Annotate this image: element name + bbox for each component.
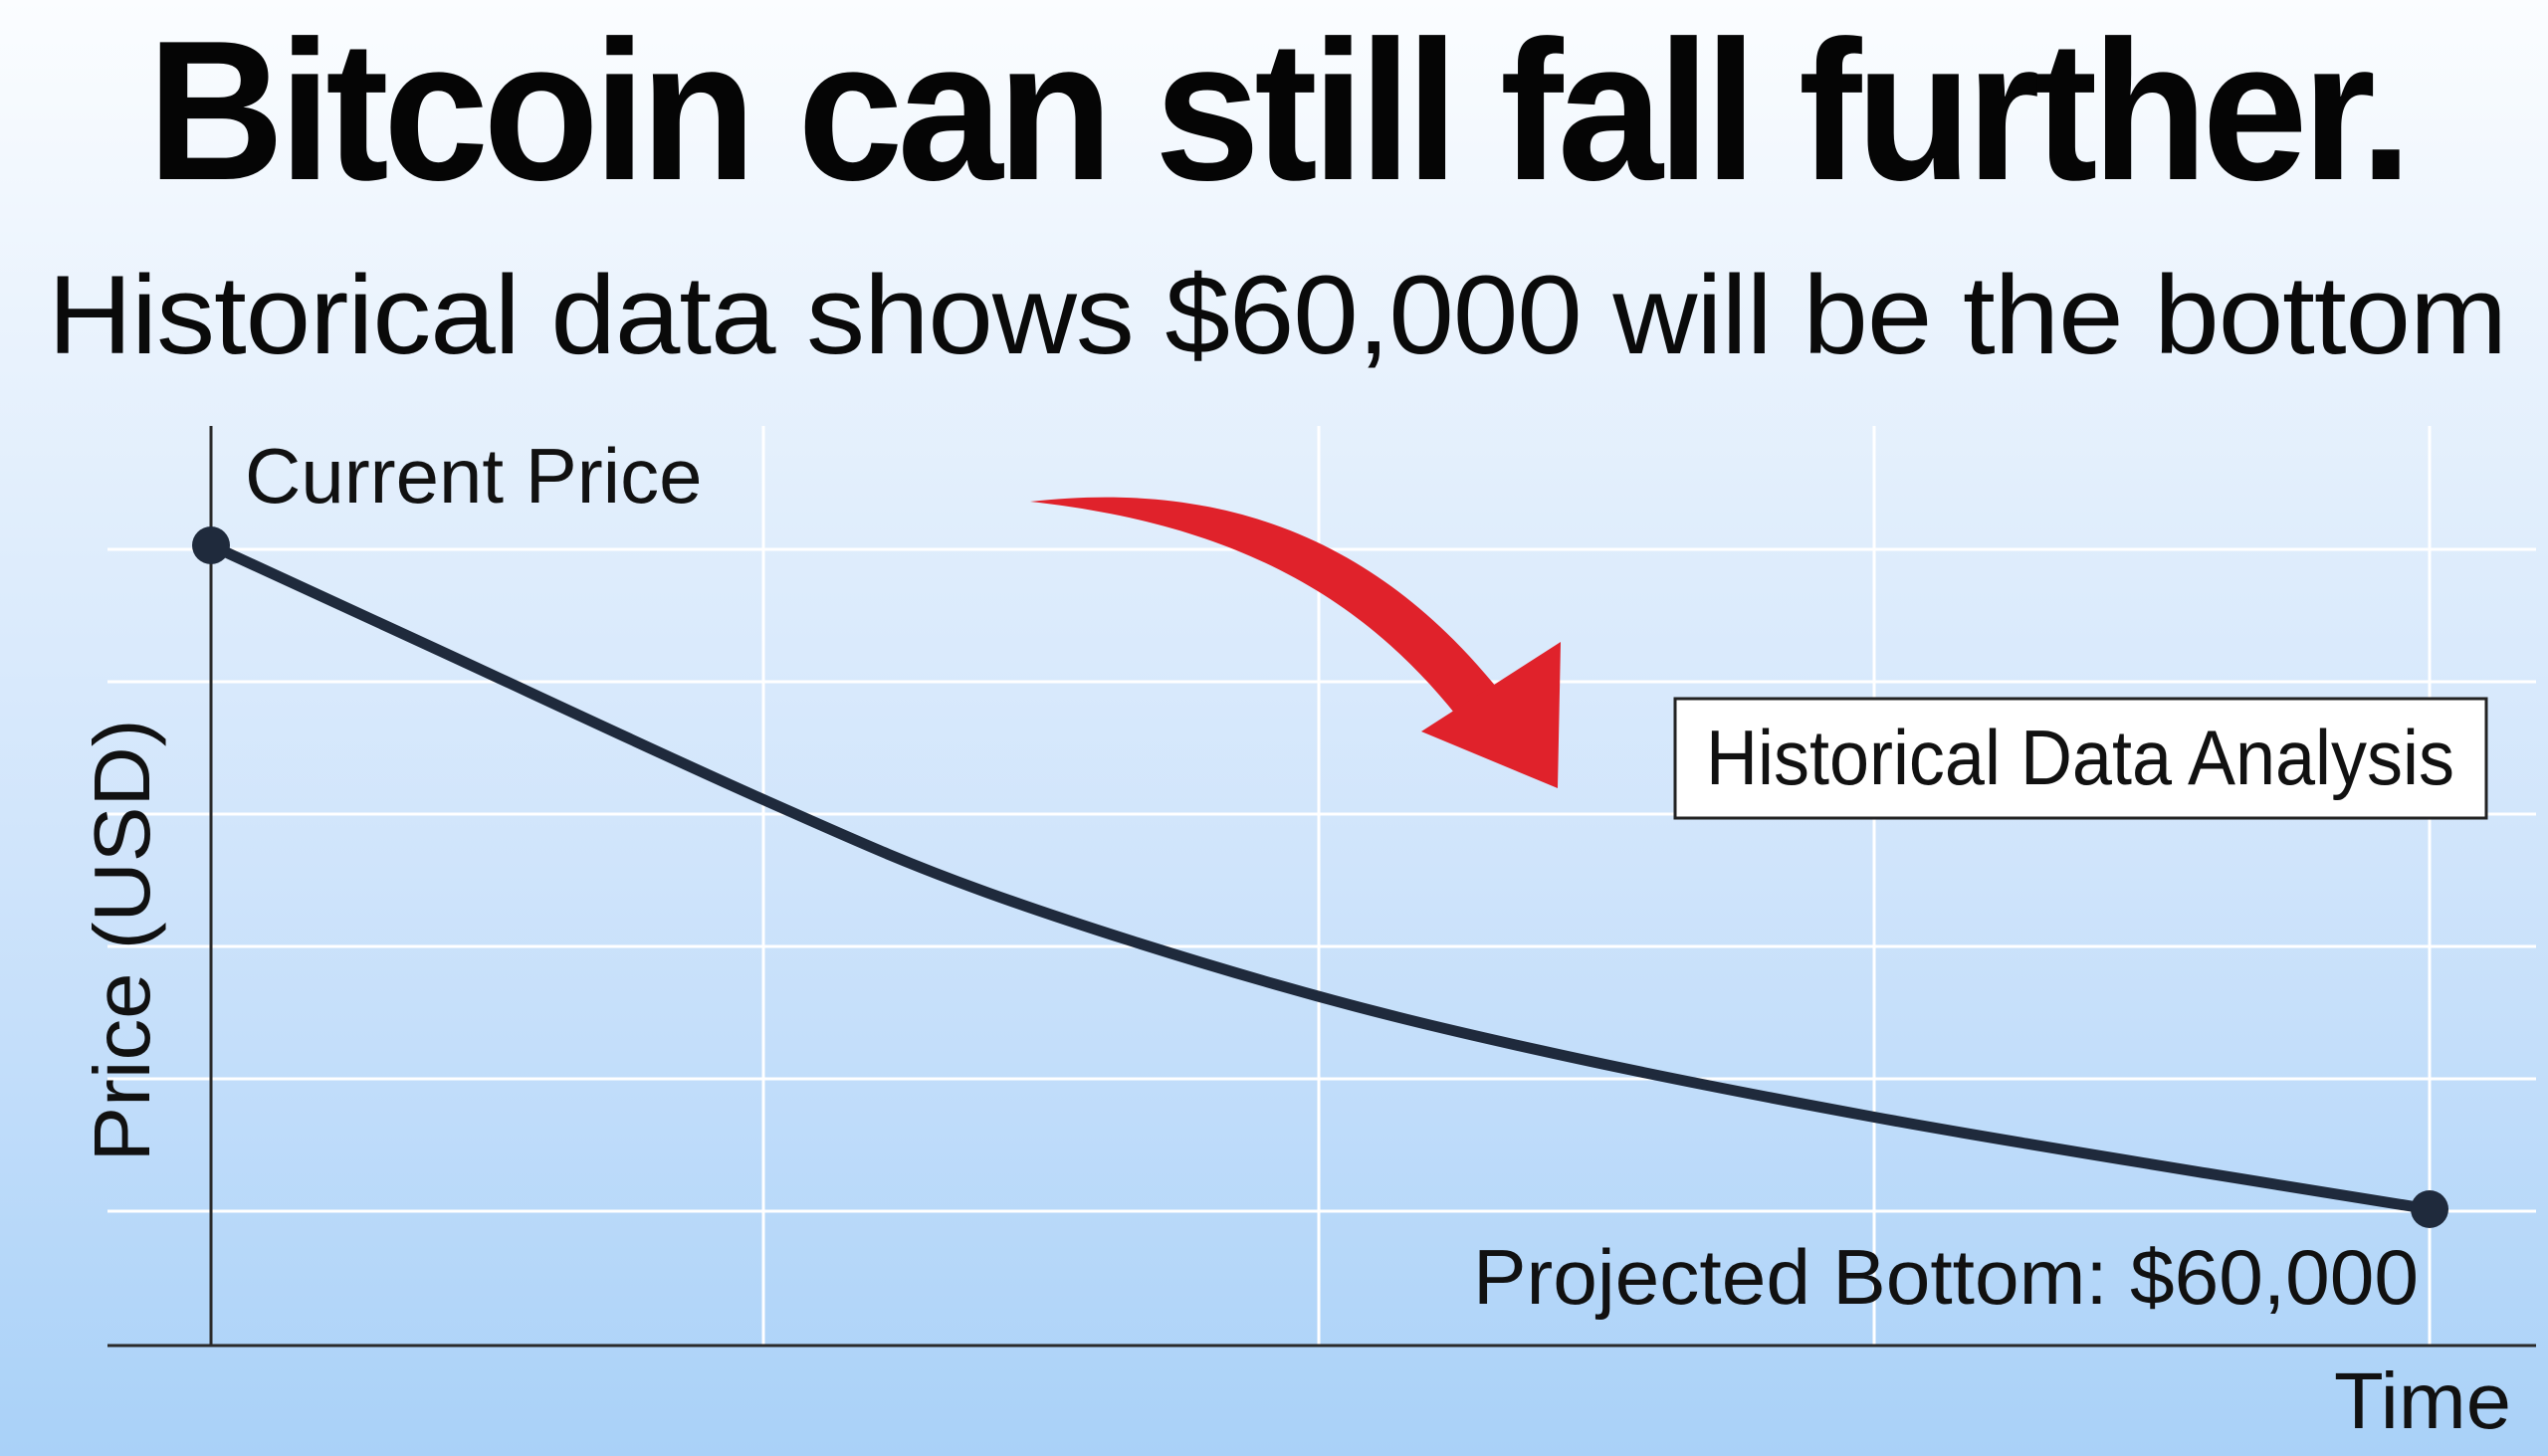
red-arrow-head — [1421, 642, 1561, 788]
end-point-label: Projected Bottom: $60,000 — [1473, 1233, 2419, 1321]
y-axis-label: Price (USD) — [78, 720, 166, 1162]
x-axis-label: Time — [2334, 1356, 2511, 1445]
end-point-marker — [2411, 1190, 2448, 1228]
series-layer — [192, 526, 2448, 1228]
annotation-box-frame — [1673, 697, 2488, 820]
annotation-box: Historical Data Analysis — [1673, 697, 2488, 820]
start-point-label: Current Price — [245, 432, 702, 520]
chart-title: Bitcoin can still fall further. — [147, 0, 2407, 222]
price-series-line — [205, 539, 2436, 1215]
red-down-arrow — [1030, 497, 1561, 788]
chart-subtitle: Historical data shows $60,000 will be th… — [48, 253, 2506, 377]
red-arrow-shaft — [1030, 497, 1508, 727]
annotation-box-label: Historical Data Analysis — [1706, 714, 2454, 801]
start-point-marker — [192, 526, 230, 564]
